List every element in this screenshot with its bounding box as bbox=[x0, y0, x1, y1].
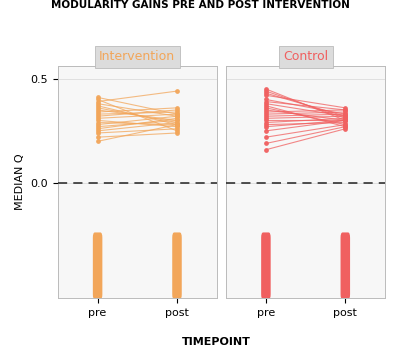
Point bbox=[263, 111, 269, 117]
Point bbox=[94, 120, 101, 125]
Point bbox=[94, 134, 101, 140]
Point bbox=[174, 109, 180, 115]
Point bbox=[174, 126, 180, 132]
Point bbox=[174, 120, 180, 125]
Point bbox=[342, 124, 348, 129]
Point bbox=[263, 101, 269, 107]
Title: Intervention: Intervention bbox=[99, 50, 175, 64]
Point bbox=[342, 118, 348, 123]
Point bbox=[94, 138, 101, 144]
Point bbox=[174, 111, 180, 117]
Point bbox=[263, 122, 269, 127]
Point bbox=[342, 111, 348, 117]
Point bbox=[263, 105, 269, 111]
Point bbox=[174, 130, 180, 136]
Point bbox=[94, 113, 101, 119]
Text: MODULARITY GAINS PRE AND POST INTERVENTION: MODULARITY GAINS PRE AND POST INTERVENTI… bbox=[50, 0, 350, 10]
Point bbox=[342, 116, 348, 121]
Point bbox=[94, 109, 101, 115]
Point bbox=[174, 120, 180, 125]
Point bbox=[174, 122, 180, 127]
Point bbox=[263, 99, 269, 104]
Title: Control: Control bbox=[283, 50, 328, 64]
Point bbox=[342, 113, 348, 119]
Point bbox=[263, 120, 269, 125]
Point bbox=[342, 118, 348, 123]
Point bbox=[174, 113, 180, 119]
Point bbox=[263, 86, 269, 92]
Point bbox=[94, 122, 101, 127]
Point bbox=[174, 88, 180, 94]
Point bbox=[174, 122, 180, 127]
Point bbox=[94, 126, 101, 132]
Point bbox=[174, 118, 180, 123]
Point bbox=[263, 103, 269, 109]
Point bbox=[342, 126, 348, 132]
Point bbox=[342, 124, 348, 129]
Point bbox=[263, 128, 269, 134]
Point bbox=[263, 107, 269, 113]
Point bbox=[263, 116, 269, 121]
Point bbox=[94, 105, 101, 111]
Point bbox=[342, 118, 348, 123]
Point bbox=[94, 97, 101, 102]
Point bbox=[94, 107, 101, 113]
Point bbox=[342, 113, 348, 119]
Point bbox=[342, 120, 348, 125]
Point bbox=[263, 91, 269, 96]
Point bbox=[263, 109, 269, 115]
Point bbox=[342, 122, 348, 127]
Point bbox=[174, 118, 180, 123]
Point bbox=[94, 116, 101, 121]
Point bbox=[263, 93, 269, 98]
Point bbox=[94, 130, 101, 136]
Point bbox=[342, 118, 348, 123]
Point bbox=[263, 147, 269, 152]
Point bbox=[174, 128, 180, 134]
Point bbox=[342, 116, 348, 121]
Point bbox=[342, 107, 348, 113]
Point bbox=[174, 122, 180, 127]
Point bbox=[263, 134, 269, 140]
Point bbox=[94, 128, 101, 134]
Point bbox=[342, 111, 348, 117]
Point bbox=[342, 113, 348, 119]
Point bbox=[263, 141, 269, 146]
Point bbox=[174, 124, 180, 129]
Point bbox=[94, 101, 101, 107]
Point bbox=[342, 122, 348, 127]
Point bbox=[94, 99, 101, 104]
Point bbox=[263, 124, 269, 129]
Text: TIMEPOINT: TIMEPOINT bbox=[182, 337, 250, 347]
Point bbox=[174, 107, 180, 113]
Point bbox=[263, 113, 269, 119]
FancyBboxPatch shape bbox=[93, 232, 102, 299]
Point bbox=[174, 113, 180, 119]
Y-axis label: MEDIAN Q: MEDIAN Q bbox=[15, 154, 25, 211]
Point bbox=[174, 111, 180, 117]
FancyBboxPatch shape bbox=[340, 232, 350, 299]
Point bbox=[263, 97, 269, 102]
Point bbox=[342, 109, 348, 115]
Point bbox=[174, 105, 180, 111]
Point bbox=[342, 107, 348, 113]
Point bbox=[342, 118, 348, 123]
Point bbox=[94, 124, 101, 129]
FancyBboxPatch shape bbox=[172, 232, 182, 299]
Point bbox=[263, 88, 269, 94]
Point bbox=[94, 95, 101, 100]
Point bbox=[94, 103, 101, 109]
Point bbox=[263, 118, 269, 123]
Point bbox=[94, 111, 101, 117]
Point bbox=[342, 105, 348, 111]
Point bbox=[174, 116, 180, 121]
Point bbox=[94, 118, 101, 123]
FancyBboxPatch shape bbox=[261, 232, 271, 299]
